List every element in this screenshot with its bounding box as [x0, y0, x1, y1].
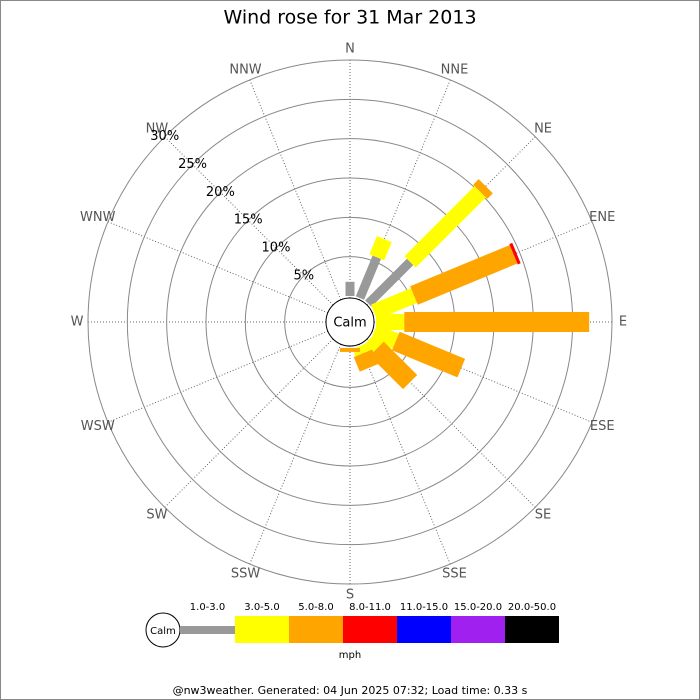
bar-segment	[391, 331, 466, 378]
grid-ring	[87, 59, 613, 585]
legend-label: 3.0-5.0	[244, 602, 279, 613]
legend-calm-label: Calm	[150, 626, 176, 637]
calm-circle	[325, 297, 375, 347]
legend-label: 8.0-11.0	[349, 602, 391, 613]
legend-label: 20.0-50.0	[508, 602, 556, 613]
direction-label: SSE	[442, 567, 467, 582]
bar-segment	[365, 258, 414, 307]
r-tick-label: 10%	[262, 240, 291, 255]
bar-segment	[509, 242, 521, 265]
legend-swatch	[289, 616, 343, 643]
direction-label: ENE	[589, 210, 615, 225]
legend-swatch	[505, 616, 559, 643]
r-tick-label: 5%	[293, 268, 314, 283]
direction-label: SSW	[231, 567, 261, 582]
r-tick-label: 25%	[178, 157, 207, 172]
bar-segment	[404, 186, 486, 268]
bar-segment	[473, 179, 493, 199]
legend-swatch	[235, 616, 289, 643]
footer: @nw3weather. Generated: 04 Jun 2025 07:3…	[173, 684, 528, 697]
direction-label: WNW	[80, 210, 116, 225]
bar-segment	[410, 245, 518, 305]
legend-label: 1.0-3.0	[190, 602, 225, 613]
r-tick-label: 15%	[234, 213, 263, 228]
legend-label: 5.0-8.0	[298, 602, 333, 613]
legend-swatch	[397, 616, 451, 643]
legend-swatch	[343, 616, 397, 643]
direction-label: S	[346, 588, 354, 603]
bar-segment	[370, 324, 399, 349]
direction-label: SE	[535, 508, 551, 523]
bar-segment	[370, 288, 418, 320]
chart-title: Wind rose for 31 Mar 2013	[223, 7, 476, 29]
bar-segment	[376, 314, 405, 330]
direction-label: NNW	[229, 62, 261, 77]
direction-label: N	[345, 42, 355, 57]
direction-label: WSW	[81, 419, 115, 434]
r-tick-label: 20%	[206, 185, 235, 200]
legend-units: mph	[339, 650, 361, 661]
bar-segment	[369, 236, 392, 261]
bar-segment	[369, 341, 418, 390]
bar-segment	[404, 312, 590, 332]
bar-segment	[353, 349, 379, 372]
direction-label: ESE	[590, 419, 615, 434]
r-tick-label: 30%	[150, 129, 179, 144]
legend-label: 15.0-20.0	[454, 602, 502, 613]
legend-swatch	[180, 626, 235, 634]
legend-swatch	[451, 616, 505, 643]
bar-segment	[345, 281, 355, 296]
direction-label: NW	[146, 121, 169, 136]
legend-label: 11.0-15.0	[400, 602, 448, 613]
direction-label: NE	[534, 121, 552, 136]
direction-label: W	[71, 315, 84, 330]
direction-label: NNE	[441, 62, 469, 77]
bar-segment	[355, 255, 381, 300]
calm-label: Calm	[333, 316, 366, 331]
direction-label: SW	[146, 508, 167, 523]
bar-segment	[352, 342, 371, 357]
bar-segment	[340, 348, 360, 352]
direction-label: E	[619, 315, 627, 330]
